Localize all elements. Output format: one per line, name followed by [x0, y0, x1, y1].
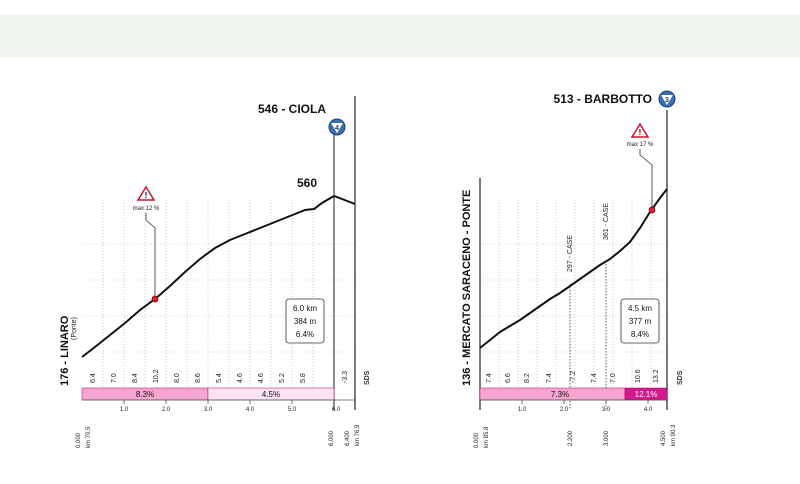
- segment-label: 4.5%: [262, 390, 280, 399]
- svg-text:!: !: [145, 191, 148, 200]
- gradient-label: 7.0: [111, 373, 118, 383]
- gradient-label: 7.4: [546, 373, 553, 383]
- gradient-label: 7.4: [591, 373, 598, 383]
- km-start-race: km 70.5: [86, 426, 92, 448]
- gradient-label: 13.2: [653, 369, 660, 383]
- segment-label: 12.1%: [635, 390, 658, 399]
- start-subname: (Ponte): [71, 317, 78, 340]
- summit-name: 513 - BARBOTTO: [554, 92, 652, 106]
- climb-avg-gradient: 6.4%: [296, 330, 314, 339]
- category-number: 3: [665, 97, 669, 104]
- gradient-label: 10.6: [635, 369, 642, 383]
- climb-info-box: 4.5 km 377 m 8.4%: [620, 298, 660, 344]
- km-end-race: km 90.3: [671, 424, 677, 446]
- km-start: 0.000: [76, 432, 82, 448]
- axis-tick: 3.0: [204, 407, 213, 413]
- peak-altitude: 560: [297, 176, 317, 190]
- gradient-label: 6.4: [90, 373, 97, 383]
- axis-tick: 2.0: [162, 407, 171, 413]
- gradient-label: 8.6: [195, 373, 202, 383]
- profile-barbotto: 297 - CASE 361 - CASE 7.4 6.6 8.2 7.4 -7…: [461, 90, 684, 448]
- max-gradient-marker: ! max 17 %: [627, 122, 656, 214]
- category-badge-icon: 4: [328, 118, 346, 136]
- gradient-label: 7.4: [486, 373, 493, 383]
- km-mid: 3.000: [604, 430, 610, 446]
- sds-logo: SDS: [677, 370, 684, 385]
- km-start: 0.000: [474, 432, 480, 448]
- axis-tick: 3.0: [602, 407, 611, 413]
- climb-length: 4.5 km: [628, 304, 652, 313]
- max-gradient-label: max 17 %: [627, 142, 654, 148]
- gradient-label: 4.6: [258, 373, 265, 383]
- profile-ciola: 6.4 7.0 8.4 10.2 8.0 8.6 5.4 4.6 4.6 5.2…: [59, 96, 371, 448]
- km-mid: 2.200: [568, 430, 574, 446]
- climb-gain: 377 m: [629, 317, 652, 326]
- km-summit: 6.000: [329, 430, 335, 446]
- gradient-label: 5.2: [279, 373, 286, 383]
- km-start-race: km 85.8: [484, 426, 490, 448]
- axis-tick: 1.0: [120, 407, 129, 413]
- segment-label: 7.3%: [551, 390, 569, 399]
- start-name: 136 - MERCATO SARACENO - PONTE: [461, 190, 473, 386]
- gradient-label: 8.4: [132, 373, 139, 383]
- svg-text:!: !: [639, 128, 642, 137]
- axis-tick: 4.0: [644, 407, 653, 413]
- gradient-label: 5.4: [216, 373, 223, 383]
- gradient-label: 10.2: [153, 369, 160, 383]
- axis-tick: 5.0: [288, 407, 297, 413]
- gradient-label: -3.3: [342, 371, 349, 383]
- mid-location: 297 - CASE: [567, 235, 574, 272]
- category-badge-icon: 3: [658, 90, 676, 108]
- gradient-label: 6.6: [505, 373, 512, 383]
- summit-name: 546 - CIOLA: [258, 102, 326, 116]
- gradient-label: 4.6: [237, 373, 244, 383]
- gradient-labels: 6.4 7.0 8.4 10.2 8.0 8.6 5.4 4.6 4.6 5.2…: [90, 369, 349, 383]
- category-number: 4: [335, 125, 339, 132]
- km-end: 6.400: [345, 430, 351, 446]
- axis-tick: 4.0: [246, 407, 255, 413]
- km-end: 4.500: [661, 430, 667, 446]
- climb-avg-gradient: 8.4%: [631, 330, 649, 339]
- gradient-label: 8.2: [524, 373, 531, 383]
- climb-info-box: 6.0 km 384 m 6.4%: [285, 298, 325, 344]
- gradient-label: 8.0: [174, 373, 181, 383]
- gradient-label: -7.2: [570, 371, 577, 383]
- start-name: 176 - LINARO: [59, 315, 71, 386]
- climb-length: 6.0 km: [293, 304, 317, 313]
- max-gradient-label: max 12 %: [133, 206, 160, 212]
- km-end-race: km 76.9: [355, 424, 361, 446]
- climb-gain: 384 m: [294, 317, 317, 326]
- max-gradient-marker: ! max 12 %: [133, 185, 160, 303]
- segment-label: 8.3%: [136, 390, 154, 399]
- header-banner: [0, 14, 800, 58]
- gradient-labels: 7.4 6.6 8.2 7.4 -7.2 7.4 7.0 10.6 13.2: [486, 369, 660, 383]
- axis-tick: 6.0: [332, 407, 341, 413]
- mid-location: 361 - CASE: [603, 203, 610, 240]
- sds-logo: SDS: [364, 370, 371, 385]
- axis-tick: 2.0: [560, 407, 569, 413]
- axis-tick: 1.0: [518, 407, 527, 413]
- gradient-label: 5.8: [300, 373, 307, 383]
- gradient-label: 7.0: [610, 373, 617, 383]
